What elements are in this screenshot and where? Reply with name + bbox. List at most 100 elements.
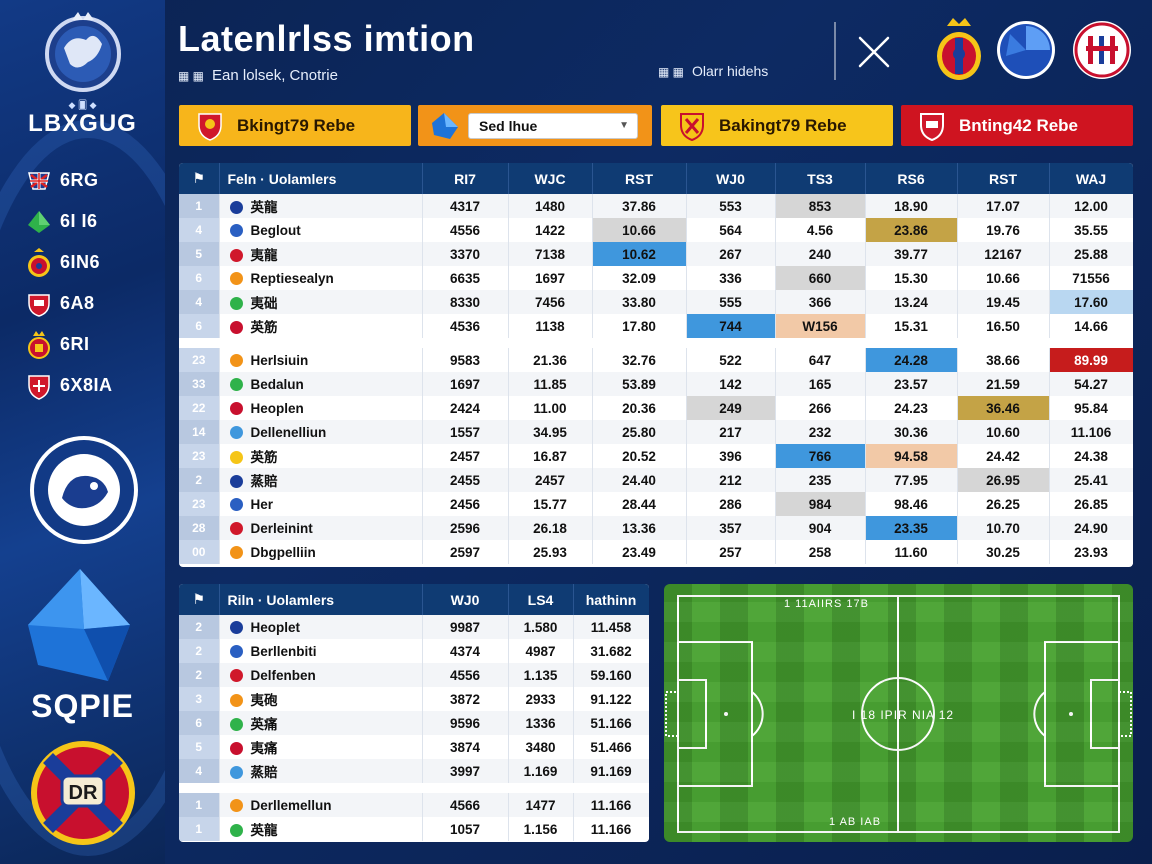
rank-cell: 5 xyxy=(179,735,220,759)
column-header[interactable]: RS6 xyxy=(865,163,958,194)
stat-cell: 1.580 xyxy=(508,615,574,639)
rank-cell: 6 xyxy=(179,314,220,338)
table-row[interactable]: 1 Derllemellun 4566 1477 11.166 xyxy=(179,793,649,817)
table-row[interactable]: 6 Reptiesealyn 6635 1697 32.09 336 660 15.30 10.… xyxy=(179,266,1133,290)
team-name-cell[interactable]: Beglout xyxy=(219,218,423,242)
table-row[interactable]: 4 Beglout 4556 1422 10.66 564 4.56 23.86 19.76 35… xyxy=(179,218,1133,242)
table-row[interactable]: 5 夷痛 3874 3480 51.466 xyxy=(179,735,649,759)
team-name-cell[interactable]: 蒸賠 xyxy=(219,759,423,783)
table-row[interactable]: 2 蒸賠 2455 2457 24.40 212 235 77.95 26.95 25.41 xyxy=(179,468,1133,492)
table-row[interactable]: 4 夷础 8330 7456 33.80 555 366 13.24 19.45 17.60 xyxy=(179,290,1133,314)
team-name-cell[interactable]: Derleinint xyxy=(219,516,423,540)
sort-icon[interactable]: ⚑ xyxy=(179,584,220,615)
team-name-cell[interactable]: 英痛 xyxy=(219,711,423,735)
team-name-cell[interactable]: Heoplen xyxy=(219,396,423,420)
team-name-cell[interactable]: 英龍 xyxy=(219,194,423,218)
sidebar-item-3[interactable]: 6IN6 xyxy=(24,242,113,283)
column-header[interactable]: WAJ xyxy=(1049,163,1133,194)
table-row[interactable]: 2 Heoplet 9987 1.580 11.458 xyxy=(179,615,649,639)
column-header[interactable]: hathinn xyxy=(573,584,649,615)
table-row[interactable]: 28 Derleinint 2596 26.18 13.36 357 904 23.35 10.… xyxy=(179,516,1133,540)
sidebar-item-2[interactable]: 6I I6 xyxy=(24,201,113,242)
table-row[interactable]: 1 英龍 4317 1480 37.86 553 853 18.90 17.07 12.00 xyxy=(179,194,1133,218)
column-header[interactable]: WJ0 xyxy=(686,163,776,194)
tab-2-select[interactable]: Sed lhue ▼ xyxy=(418,105,652,146)
column-header[interactable]: TS3 xyxy=(775,163,866,194)
team-name: Delfenben xyxy=(250,667,316,683)
team-name-cell[interactable]: Berllenbiti xyxy=(219,639,423,663)
gold-crest-icon xyxy=(677,111,707,141)
team-select[interactable]: Sed lhue ▼ xyxy=(468,112,638,139)
sort-icon[interactable]: ⚑ xyxy=(179,163,220,194)
sidebar-item-1[interactable]: 6RG xyxy=(24,160,113,201)
stat-cell: 17.07 xyxy=(957,194,1050,218)
table-row[interactable]: 1 英龍 1057 1.156 11.166 xyxy=(179,817,649,841)
close-icon[interactable] xyxy=(852,30,896,74)
team-name-cell[interactable]: 蒸賠 xyxy=(219,468,423,492)
stat-cell: 2597 xyxy=(422,540,509,564)
table-row[interactable]: 6 英筋 4536 1138 17.80 744 W156 15.31 16.50 14.66 xyxy=(179,314,1133,338)
team-crest-icon xyxy=(229,223,243,237)
team-crest-red-icon[interactable] xyxy=(929,16,989,82)
team-name: 英龍 xyxy=(250,823,278,838)
table-row[interactable]: 00 Dbgpelliin 2597 25.93 23.49 257 258 11.60 30.… xyxy=(179,540,1133,564)
column-header[interactable]: WJ0 xyxy=(422,584,509,615)
team-crest-icon xyxy=(229,668,243,682)
rank-cell: 4 xyxy=(179,218,220,242)
table-row[interactable]: 23 Her 2456 15.77 28.44 286 984 98.46 26.25 26.85 xyxy=(179,492,1133,516)
tab-1[interactable]: Bkingt79 Rebe xyxy=(179,105,411,146)
table-row[interactable]: 33 Bedalun 1697 11.85 53.89 142 165 23.57 21.59 5… xyxy=(179,372,1133,396)
table-row[interactable]: 14 Dellenelliun 1557 34.95 25.80 217 232 30.36 1… xyxy=(179,420,1133,444)
team-name-cell[interactable]: 夷痛 xyxy=(219,735,423,759)
stat-cell: 25.88 xyxy=(1049,242,1133,266)
team-name-cell[interactable]: 夷龍 xyxy=(219,242,423,266)
team-name-cell[interactable]: Herlsiuin xyxy=(219,348,423,372)
column-header[interactable]: LS4 xyxy=(508,584,574,615)
column-header[interactable]: RI7 xyxy=(422,163,509,194)
column-header[interactable]: RST xyxy=(957,163,1050,194)
team-name-cell[interactable]: Her xyxy=(219,492,423,516)
team-name-cell[interactable]: Derllemellun xyxy=(219,793,423,817)
stat-cell: 2933 xyxy=(508,687,574,711)
table-row[interactable]: 3 夷砲 3872 2933 91.122 xyxy=(179,687,649,711)
team-name-cell[interactable]: Reptiesealyn xyxy=(219,266,423,290)
team-name: Heoplen xyxy=(250,400,304,416)
tab-3[interactable]: Bakingt79 Rebe xyxy=(661,105,893,146)
team-crest-blue-icon[interactable] xyxy=(996,16,1056,82)
team-crest-icon xyxy=(229,545,243,559)
team-name-cell[interactable]: Delfenben xyxy=(219,663,423,687)
team-name-cell[interactable]: Bedalun xyxy=(219,372,423,396)
table-row[interactable]: 4 蒸賠 3997 1.169 91.169 xyxy=(179,759,649,783)
table-row[interactable]: 6 英痛 9596 1336 51.166 xyxy=(179,711,649,735)
football-pitch[interactable]: 1 11AIIRS 17B I 18 IPIR NIA 12 1 AB IAB xyxy=(664,584,1133,842)
tab-4[interactable]: Bnting42 Rebe xyxy=(901,105,1133,146)
table-row[interactable]: 23 Herlsiuin 9583 21.36 32.76 522 647 24.28 38.6… xyxy=(179,348,1133,372)
sidebar-item-6[interactable]: 6X8IA xyxy=(24,365,113,406)
team-name-cell[interactable]: Dbgpelliin xyxy=(219,540,423,564)
table-row[interactable]: 5 夷龍 3370 7138 10.62 267 240 39.77 12167 25.88 xyxy=(179,242,1133,266)
team-name-cell[interactable]: Dellenelliun xyxy=(219,420,423,444)
stat-cell: 336 xyxy=(686,266,776,290)
column-header[interactable]: RST xyxy=(592,163,687,194)
team-name-cell[interactable]: 英龍 xyxy=(219,817,423,841)
table-row[interactable]: 2 Delfenben 4556 1.135 59.160 xyxy=(179,663,649,687)
header-right-info: ▦ ▦ Olarr hidehs xyxy=(658,63,768,79)
barcelona-style-crest: DR xyxy=(31,741,135,845)
team-name-cell[interactable]: 英筋 xyxy=(219,444,423,468)
team-name-cell[interactable]: 夷础 xyxy=(219,290,423,314)
team-crest-striped-icon[interactable] xyxy=(1072,16,1132,82)
column-header[interactable]: WJC xyxy=(508,163,593,194)
stat-cell: 11.166 xyxy=(573,793,649,817)
team-name-cell[interactable]: Heoplet xyxy=(219,615,423,639)
team-name-cell[interactable]: 英筋 xyxy=(219,314,423,338)
tab-4-label: Bnting42 Rebe xyxy=(959,115,1079,135)
column-header[interactable]: Riln · Uolamlers xyxy=(219,584,423,615)
chevron-down-icon: ▼ xyxy=(619,120,629,131)
sidebar-item-4[interactable]: 6A8 xyxy=(24,283,113,324)
column-header[interactable]: Feln · Uolamlers xyxy=(219,163,423,194)
table-row[interactable]: 2 Berllenbiti 4374 4987 31.682 xyxy=(179,639,649,663)
table-row[interactable]: 22 Heoplen 2424 11.00 20.36 249 266 24.23 36.46 9… xyxy=(179,396,1133,420)
table-row[interactable]: 23 英筋 2457 16.87 20.52 396 766 94.58 24.42 24.38 xyxy=(179,444,1133,468)
team-name-cell[interactable]: 夷砲 xyxy=(219,687,423,711)
sidebar-item-5[interactable]: 6RI xyxy=(24,324,113,365)
